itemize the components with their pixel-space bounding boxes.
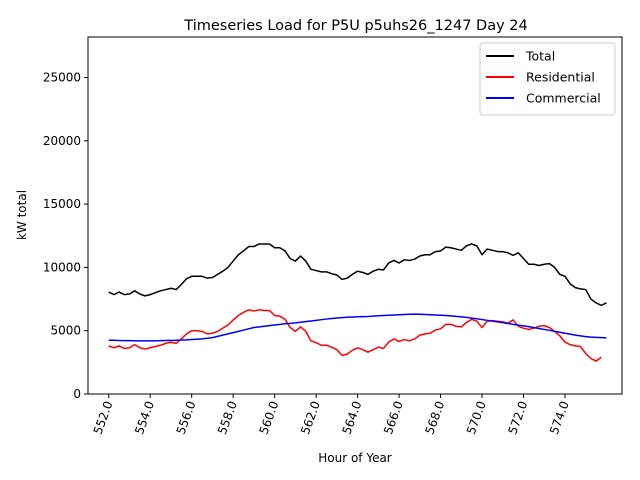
series-lines [108,243,607,362]
series-line-residential [108,309,602,362]
y-axis-ticks: 0 5000 10000 15000 20000 25000 [43,71,88,401]
x-axis-label: Hour of Year [318,451,392,465]
y-tick-label: 0 [73,387,81,401]
y-axis-label: kW total [15,190,29,240]
series-line-total [108,243,607,307]
y-tick-label: 5000 [50,324,81,338]
legend-label-commercial: Commercial [526,91,601,106]
legend-label-residential: Residential [526,70,595,85]
y-tick-label: 15000 [43,197,81,211]
chart-title: Timeseries Load for P5U p5uhs26_1247 Day… [183,18,527,34]
legend-label-total: Total [525,49,555,64]
series-line-commercial [108,313,607,342]
y-tick-label: 25000 [43,71,81,85]
legend: Total Residential Commercial [479,42,616,116]
y-tick-label: 10000 [43,260,81,274]
axes-frame [87,36,623,395]
y-tick-label: 20000 [43,134,81,148]
